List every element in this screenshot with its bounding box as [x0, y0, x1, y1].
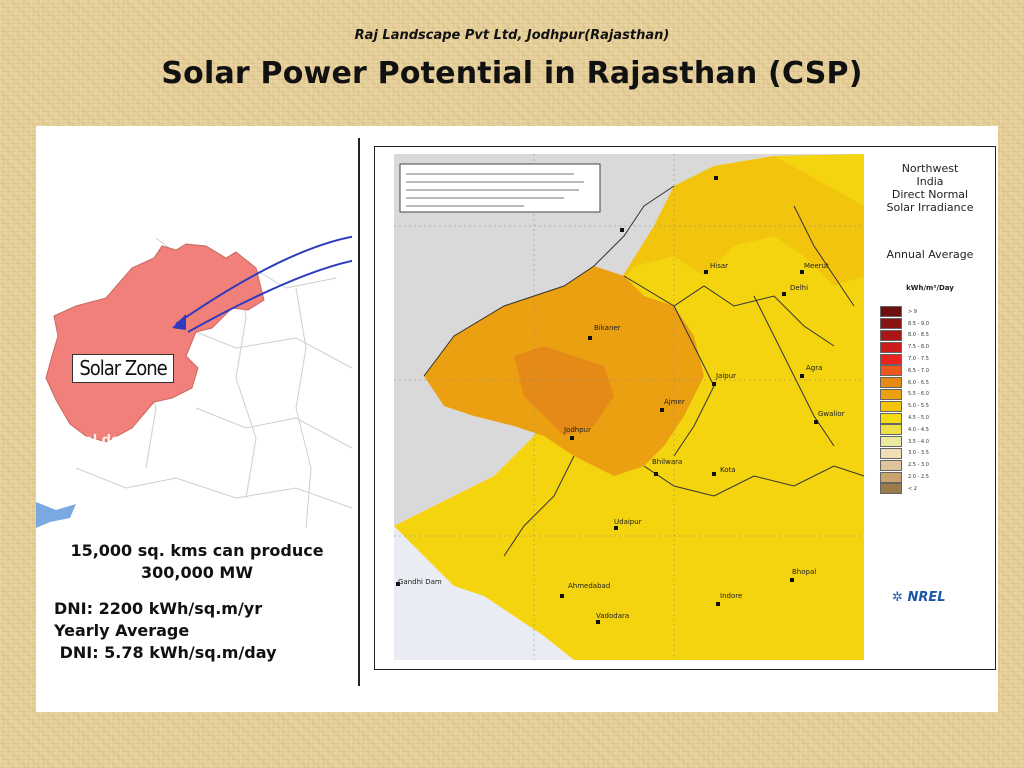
legend-bin-label: 5.5 - 6.0 — [908, 391, 929, 398]
legend-subtitle: Annual Average — [886, 248, 974, 261]
legend-bin-label: < 2 — [908, 485, 917, 492]
nrel-logo-text: NREL — [907, 590, 946, 605]
legend-bin-label: 5.0 - 5.5 — [908, 403, 929, 410]
legend-swatch — [880, 400, 902, 412]
legend-swatch — [880, 483, 902, 495]
legend-swatch — [880, 436, 902, 448]
legend-bin-label: 4.5 - 5.0 — [908, 415, 929, 422]
city-label-bhopal: Bhopal — [792, 568, 817, 576]
city-label-indore: Indore — [720, 592, 743, 600]
legend-bin-row: > 9 — [880, 306, 929, 318]
vertical-divider — [358, 138, 360, 686]
map-legend: Northwest India Direct Normal Solar Irra… — [868, 156, 992, 666]
legend-bin-label: 6.5 - 7.0 — [908, 367, 929, 374]
legend-bin-label: 7.0 - 7.5 — [908, 356, 929, 363]
city-label-delhi: Delhi — [790, 284, 809, 292]
dni-daily-text: DNI: 5.78 kWh/sq.m/day — [54, 643, 277, 662]
company-subtitle: Raj Landscape Pvt Ltd, Jodhpur(Rajasthan… — [354, 28, 670, 43]
legend-bin-row: 5.5 - 6.0 — [880, 388, 929, 401]
legend-bin-label: 4.0 - 4.5 — [908, 426, 929, 433]
legend-bin-label: 8.5 - 9.0 — [908, 320, 929, 327]
city-label-jodhpur: Jodhpur — [564, 426, 591, 434]
city-label-udaipur: Udaipur — [614, 518, 642, 526]
production-capacity-text: 300,000 MW — [140, 563, 253, 582]
city-label-gwalior: Gwalior — [818, 410, 845, 418]
legend-swatch — [880, 459, 902, 471]
legend-bin-row: 6.5 - 7.0 — [880, 365, 929, 377]
dni-yearly-text: DNI: 2200 kWh/sq.m/yr — [54, 599, 263, 618]
dni-average-label: Yearly Average — [54, 621, 190, 640]
legend-swatch — [880, 318, 902, 330]
legend-bin-label: 8.0 - 8.5 — [908, 332, 929, 339]
solar-zone-area — [45, 243, 265, 443]
solar-zone-label: Solar Zone — [72, 354, 174, 383]
legend-swatch — [880, 412, 902, 424]
legend-swatch — [880, 447, 902, 459]
legend-bin-row: 8.5 - 9.0 — [880, 318, 929, 330]
legend-bin-row: 3.5 - 4.0 — [880, 436, 929, 448]
legend-swatch — [880, 306, 902, 318]
legend-swatch — [880, 424, 902, 436]
city-label-ahmedabad: Ahmedabad — [568, 582, 611, 590]
dni-solar-map — [374, 146, 996, 670]
legend-bin-label: 2.5 - 3.0 — [908, 462, 929, 469]
legend-bin-row: 8.0 - 8.5 — [880, 329, 929, 342]
production-area-text: 15,000 sq. kms can produce — [70, 541, 324, 560]
legend-bin-row: 4.5 - 5.0 — [880, 412, 929, 424]
city-label-bikaner: Bikaner — [594, 324, 621, 332]
legend-bin-row: 5.0 - 5.5 — [880, 400, 929, 412]
legend-bin-row: < 2 — [880, 483, 929, 495]
legend-swatch — [880, 341, 902, 353]
solar-zone-inset-map — [36, 228, 352, 528]
city-label-agra: Agra — [806, 364, 823, 372]
production-statement: 15,000 sq. kms can produce 300,000 MW — [52, 540, 342, 584]
nrel-gear-icon: ✲ — [892, 590, 903, 605]
legend-bin-label: 6.0 - 6.5 — [908, 379, 929, 386]
legend-bin-label: 2.0 - 2.5 — [908, 474, 929, 481]
legend-bin-row: 2.5 - 3.0 — [880, 459, 929, 471]
city-label-meerut: Meerut — [804, 262, 829, 270]
city-label-vadodara: Vadodara — [596, 612, 630, 620]
city-label-gandhi-dam: Gandhi Dam — [398, 578, 442, 586]
legend-bin-label: 7.5 - 8.0 — [908, 344, 929, 351]
city-label-bhilwara: Bhilwara — [652, 458, 683, 466]
dni-stats: DNI: 2200 kWh/sq.m/yr Yearly Average DNI:… — [54, 598, 277, 664]
legend-bin-row: 4.0 - 4.5 — [880, 424, 929, 436]
city-label-jaipur: Jaipur — [716, 372, 737, 380]
city-label-ajmer: Ajmer — [664, 398, 685, 406]
legend-swatch — [880, 471, 902, 483]
legend-bin-label: 3.0 - 3.5 — [908, 450, 929, 457]
legend-swatch — [880, 377, 902, 389]
nrel-logo: ✲ NREL — [892, 590, 946, 605]
legend-title: Northwest India Direct Normal Solar Irra… — [886, 162, 974, 214]
legend-swatch — [880, 365, 902, 377]
city-label-kota: Kota — [720, 466, 736, 474]
legend-bin-row: 6.0 - 6.5 — [880, 377, 929, 389]
legend-bin-row: 2.0 - 2.5 — [880, 471, 929, 483]
legend-swatch — [880, 329, 902, 341]
city-label-hisar: Hisar — [710, 262, 729, 270]
legend-bin-row: 7.0 - 7.5 — [880, 353, 929, 365]
desert-label-fragment: al des — [84, 433, 128, 448]
legend-bin-label: > 9 — [908, 308, 917, 315]
slide-title: Solar Power Potential in Rajasthan (CSP) — [161, 56, 863, 91]
legend-swatch — [880, 388, 902, 400]
legend-bins: > 9 8.5 - 9.0 8.0 - 8.5 7.5 - 8.0 7.0 - 7.5 6… — [880, 306, 929, 495]
legend-bin-row: 3.0 - 3.5 — [880, 447, 929, 460]
map-note-box — [399, 163, 601, 213]
legend-bin-row: 7.5 - 8.0 — [880, 341, 929, 353]
legend-swatch — [880, 353, 902, 365]
legend-unit: kWh/m²/Day — [906, 284, 954, 292]
legend-bin-label: 3.5 - 4.0 — [908, 438, 929, 445]
